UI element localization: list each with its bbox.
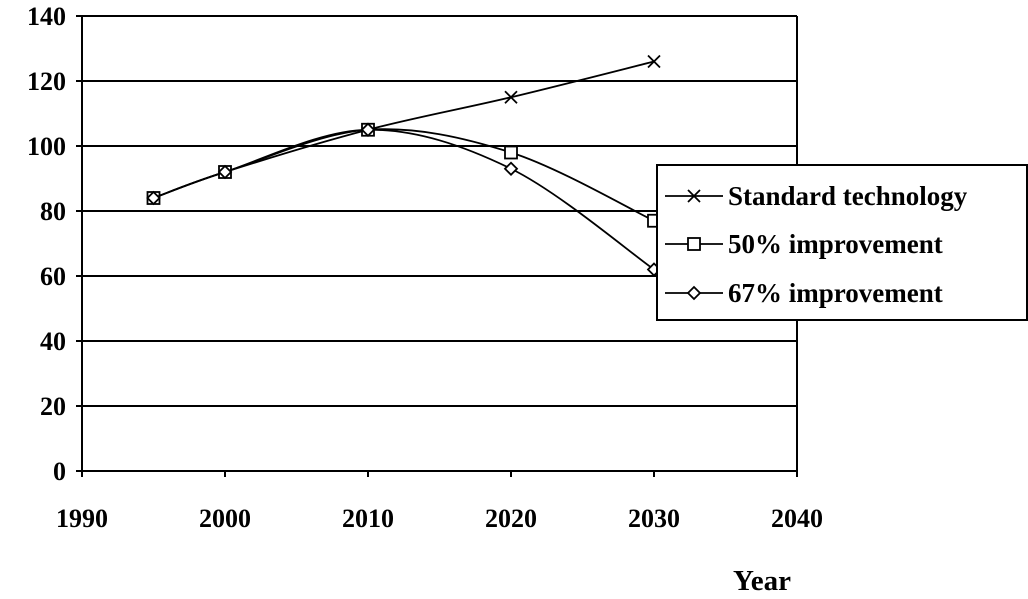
legend-marker [686, 285, 702, 301]
x-tick-label: 2000 [199, 504, 251, 533]
y-tick-label: 140 [27, 2, 66, 31]
data-point [504, 145, 518, 160]
legend-box [656, 164, 1028, 321]
x-tick-labels: 1990 2000 2010 2020 2030 2040 [56, 471, 823, 533]
legend-label: 67% improvement [728, 278, 943, 308]
data-point [217, 164, 233, 180]
data-point [647, 54, 661, 69]
data-point [360, 122, 376, 138]
x-tick-label: 2040 [771, 504, 823, 533]
data-point [503, 161, 519, 177]
y-tick-label: 120 [27, 67, 66, 96]
series-line [153, 128, 655, 271]
y-tick-labels: 0 20 40 60 80 100 120 140 [27, 2, 66, 486]
y-tick-label: 20 [40, 392, 66, 421]
legend-marker [687, 189, 701, 203]
legend-item: 67% improvement [665, 278, 943, 308]
x-tick-label: 2010 [342, 504, 394, 533]
legend: Standard technology 50% improvement 67% im… [656, 164, 1028, 321]
x-tick-label: 1990 [56, 504, 108, 533]
y-tick-label: 100 [27, 132, 66, 161]
data-point [504, 90, 518, 104]
x-tick-label: 2030 [628, 504, 680, 533]
legend-item: 50% improvement [665, 229, 943, 259]
legend-marker [687, 237, 701, 251]
y-tick-label: 0 [53, 457, 66, 486]
y-tick-label: 80 [40, 197, 66, 226]
legend-item: Standard technology [665, 181, 968, 211]
grid-lines [76, 15, 797, 472]
legend-label: 50% improvement [728, 229, 943, 259]
legend-label: Standard technology [728, 181, 968, 211]
data-point [146, 190, 161, 206]
series [146, 54, 662, 277]
y-tick-label: 60 [40, 262, 66, 291]
x-tick-label: 2020 [485, 504, 537, 533]
y-tick-label: 40 [40, 327, 66, 356]
x-axis-title: Year [733, 565, 791, 597]
